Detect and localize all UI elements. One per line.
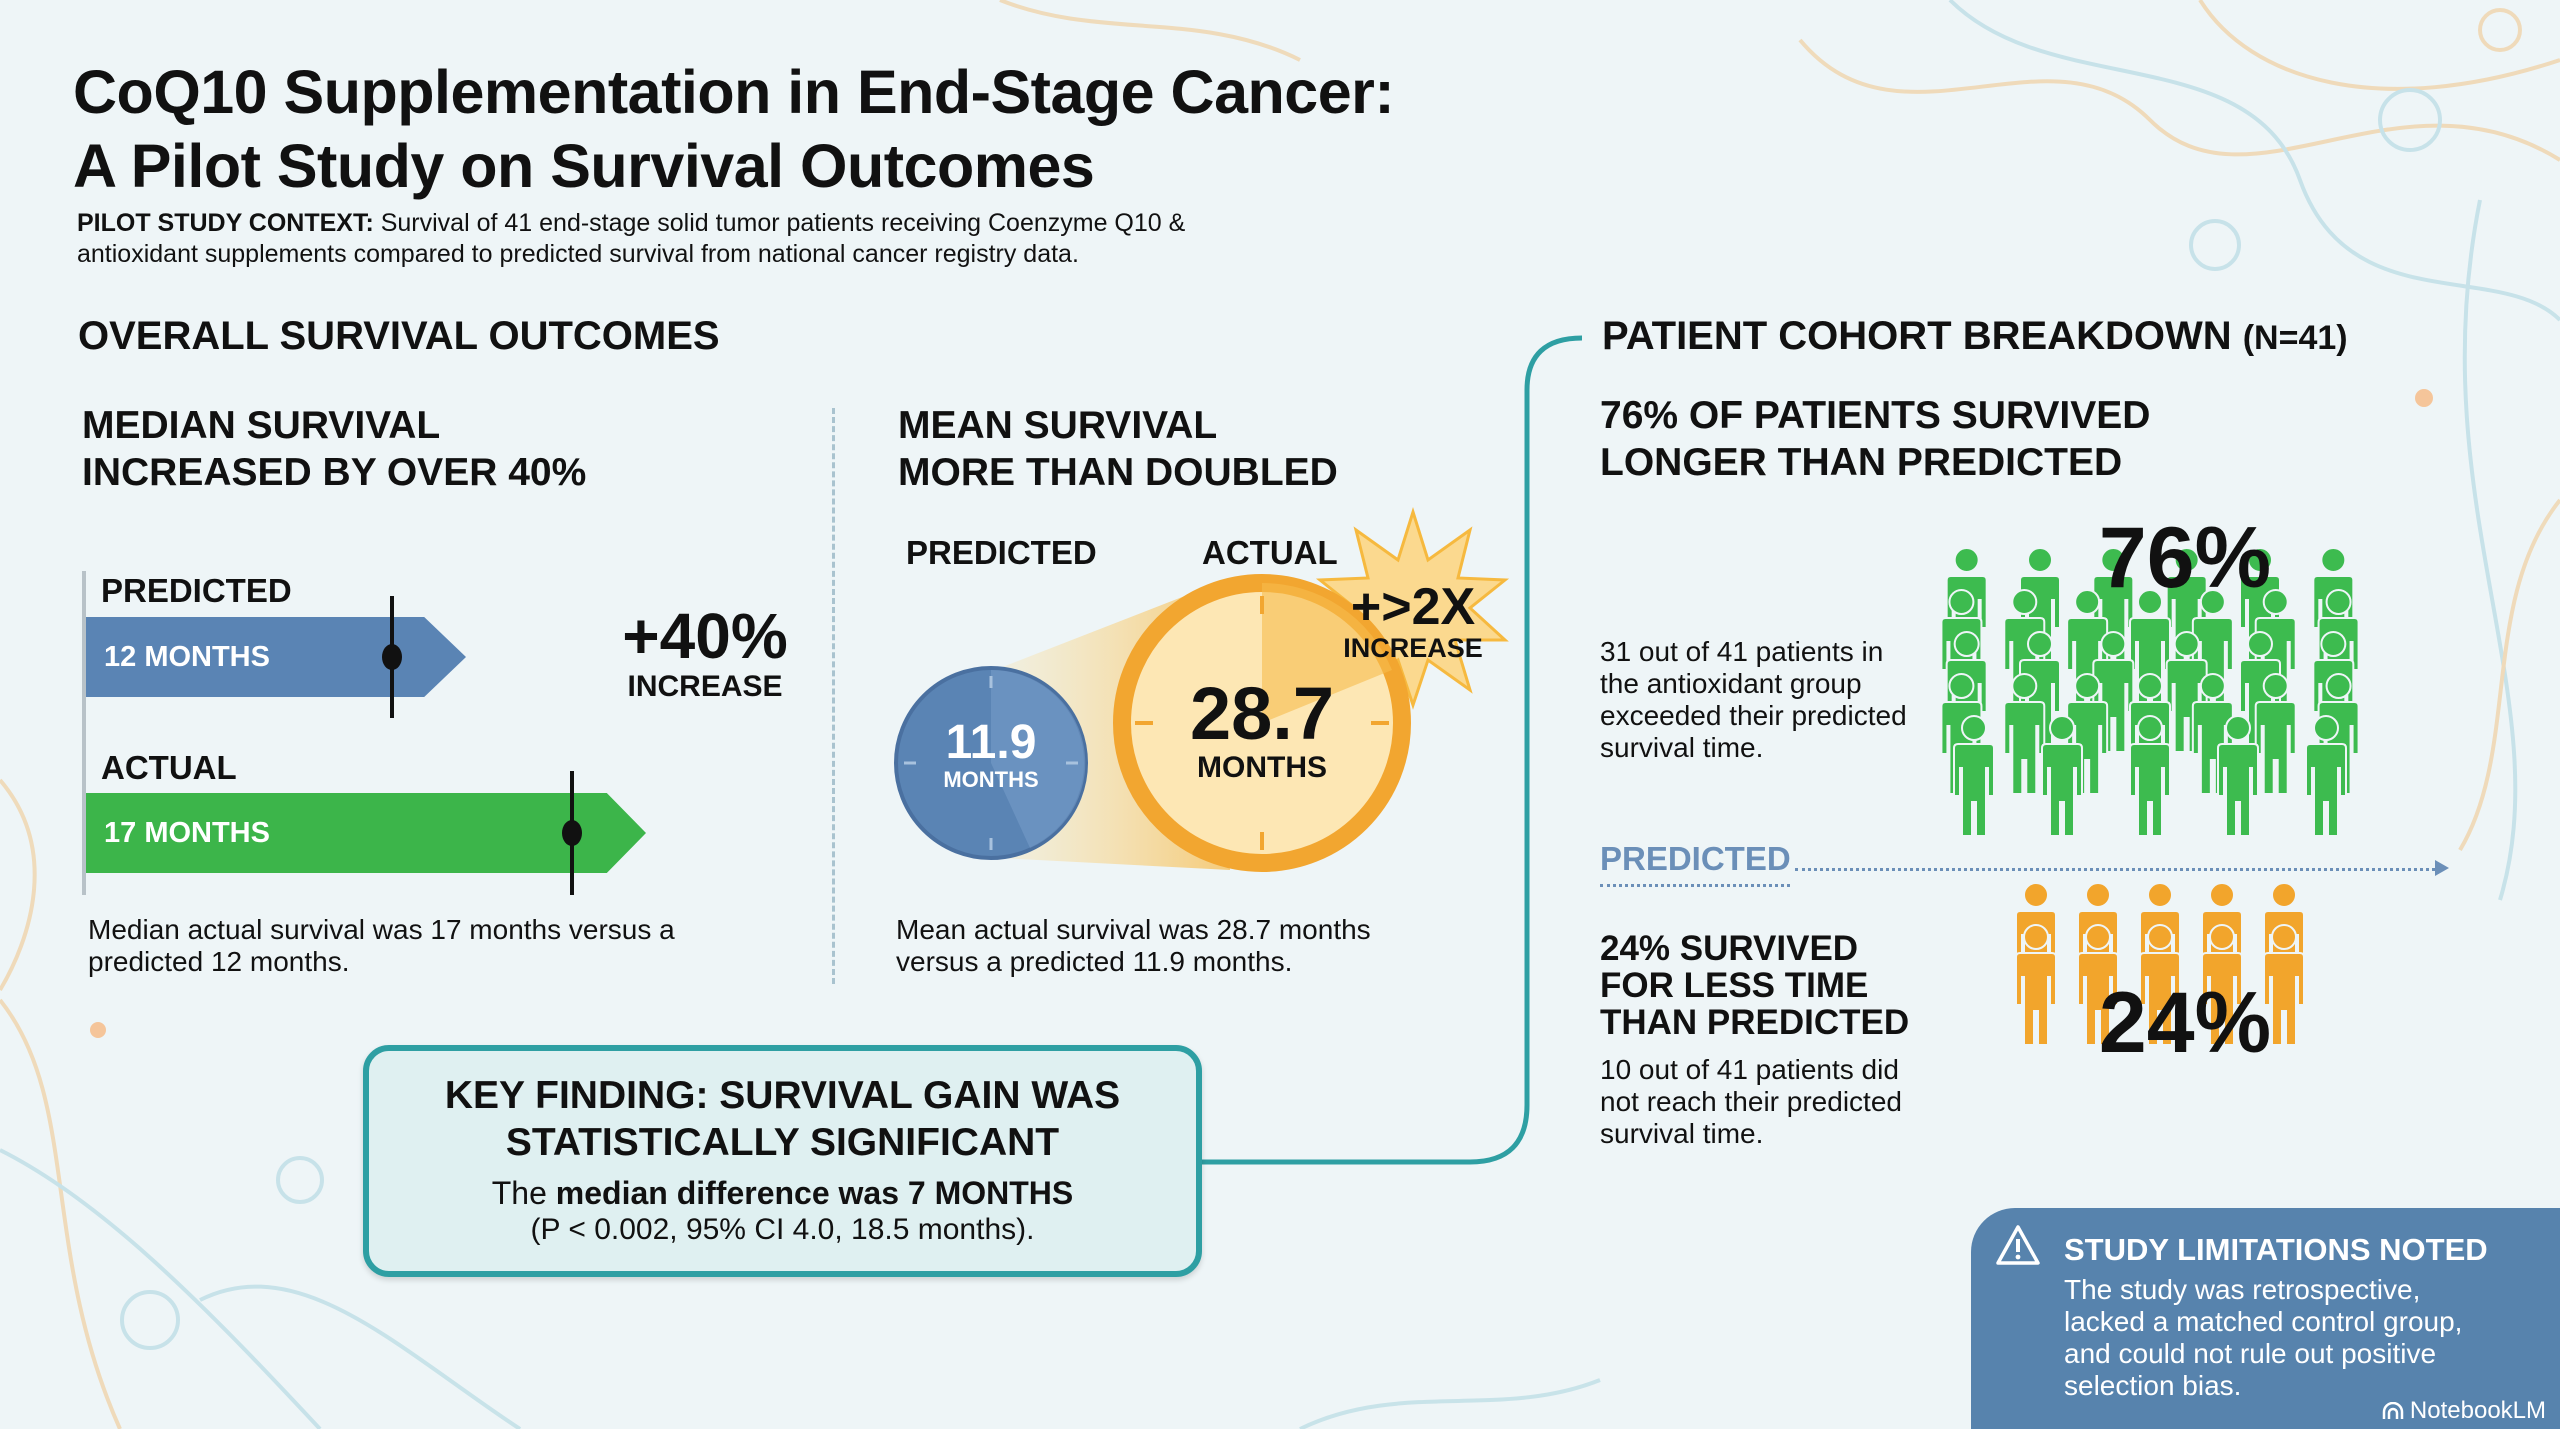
study-context: PILOT STUDY CONTEXT: Survival of 41 end-… xyxy=(77,208,1277,270)
median-caption: Median actual survival was 17 months ver… xyxy=(88,914,675,977)
above-people-group xyxy=(1940,547,2360,837)
mean-predicted-value: 11.9 xyxy=(945,716,1037,769)
mean-predicted-label: PREDICTED xyxy=(906,534,1097,571)
key-finding-text-bold: median difference was 7 MONTHS xyxy=(555,1175,1074,1211)
context-label: PILOT STUDY CONTEXT: xyxy=(77,209,374,237)
person-icon xyxy=(1953,715,1995,837)
key-finding-stats: (P < 0.002, 95% CI 4.0, 18.5 months). xyxy=(530,1213,1035,1246)
median-heading-line-1: MEDIAN SURVIVAL xyxy=(82,404,441,447)
cohort-heading-text: PATIENT COHORT BREAKDOWN xyxy=(1602,314,2232,358)
above-heading: 76% OF PATIENTS SURVIVED LONGER THAN PRE… xyxy=(1600,392,2150,486)
page-title: CoQ10 Supplementation in End-Stage Cance… xyxy=(73,55,1395,203)
predicted-divider-line xyxy=(1795,868,2435,871)
mean-actual-unit: MONTHS xyxy=(1197,751,1327,784)
person-icon xyxy=(2041,715,2083,837)
mean-caption: Mean actual survival was 28.7 months ver… xyxy=(896,914,1371,977)
notebooklm-logo-icon xyxy=(2382,1402,2404,1419)
increase-label: INCREASE xyxy=(627,670,783,703)
median-actual-label: ACTUAL xyxy=(101,749,237,786)
median-actual-bar: 17 MONTHS xyxy=(86,793,646,873)
above-heading-line-2: LONGER THAN PREDICTED xyxy=(1600,441,2123,484)
mean-heading-line-2: MORE THAN DOUBLED xyxy=(898,451,1338,494)
key-finding-heading-line-1: KEY FINDING: SURVIVAL GAIN WAS xyxy=(444,1074,1121,1117)
key-finding-text: The median difference was 7 MONTHS xyxy=(369,1174,1196,1212)
burst-label: +>2X INCREASE xyxy=(1330,580,1496,662)
person-icon xyxy=(2129,715,2171,837)
burst-increase-label: INCREASE xyxy=(1343,633,1483,663)
person-icon xyxy=(2015,924,2057,1046)
overall-heading: OVERALL SURVIVAL OUTCOMES xyxy=(78,314,720,358)
limitations-box: STUDY LIMITATIONS NOTED The study was re… xyxy=(1971,1208,2560,1429)
cohort-n-label: (N=41) xyxy=(2242,319,2348,357)
predicted-divider-label: PREDICTED xyxy=(1600,840,1791,877)
median-predicted-bar: 12 MONTHS xyxy=(86,617,466,697)
below-heading-line-1: 24% SURVIVED xyxy=(1600,929,1859,968)
below-percent: 24% xyxy=(2098,975,2272,1071)
notebooklm-label: NotebookLM xyxy=(2409,1397,2546,1424)
below-heading-line-3: THAN PREDICTED xyxy=(1600,1003,1910,1042)
below-heading-line-2: FOR LESS TIME xyxy=(1600,966,1869,1005)
key-finding-box: KEY FINDING: SURVIVAL GAIN WAS STATISTIC… xyxy=(363,1045,1202,1277)
predicted-clock-icon xyxy=(894,666,1088,860)
title-line-1: CoQ10 Supplementation in End-Stage Cance… xyxy=(73,58,1395,126)
actual-marker-dot xyxy=(562,820,582,846)
median-heading-line-2: INCREASED BY OVER 40% xyxy=(82,451,587,494)
person-icon xyxy=(2217,715,2259,837)
bar-axis xyxy=(82,571,86,895)
median-increase: +40% INCREASE xyxy=(600,602,810,704)
person-icon xyxy=(2254,673,2297,795)
above-heading-line-1: 76% OF PATIENTS SURVIVED xyxy=(1600,394,2151,437)
predicted-divider-underline xyxy=(1600,884,1790,887)
actual-clock-label: 28.7 MONTHS xyxy=(1150,676,1374,784)
predicted-clock-label: 11.9 MONTHS xyxy=(896,718,1086,792)
key-finding-text-pre: The xyxy=(491,1175,556,1211)
median-actual-value: 17 MONTHS xyxy=(104,816,270,849)
section-divider xyxy=(832,408,835,984)
key-finding-heading: KEY FINDING: SURVIVAL GAIN WAS STATISTIC… xyxy=(369,1072,1196,1166)
title-line-2: A Pilot Study on Survival Outcomes xyxy=(73,132,1095,200)
limitations-text: The study was retrospective, lacked a ma… xyxy=(2064,1274,2463,1401)
above-text: 31 out of 41 patients in the antioxidant… xyxy=(1600,636,1907,763)
median-predicted-value: 12 MONTHS xyxy=(104,640,270,673)
person-icon xyxy=(2201,924,2243,1046)
below-text: 10 out of 41 patients did not reach thei… xyxy=(1600,1054,1902,1149)
predicted-marker-dot xyxy=(382,644,402,670)
mean-predicted-unit: MONTHS xyxy=(943,767,1039,792)
context-text: Survival of 41 end-stage solid tumor pat… xyxy=(77,209,1186,268)
median-predicted-label: PREDICTED xyxy=(101,572,292,609)
person-icon xyxy=(2003,673,2046,795)
increase-value: +40% xyxy=(622,600,788,672)
above-percent: 76% xyxy=(2098,510,2272,606)
median-heading: MEDIAN SURVIVAL INCREASED BY OVER 40% xyxy=(82,402,586,496)
limitations-heading: STUDY LIMITATIONS NOTED xyxy=(2064,1232,2488,1267)
mean-actual-value: 28.7 xyxy=(1189,672,1335,755)
person-icon xyxy=(2077,924,2119,1046)
mean-heading: MEAN SURVIVAL MORE THAN DOUBLED xyxy=(898,402,1338,496)
person-icon xyxy=(2263,924,2305,1046)
below-people-group xyxy=(2015,882,2305,1046)
mean-heading-line-1: MEAN SURVIVAL xyxy=(898,404,1218,447)
below-heading: 24% SURVIVED FOR LESS TIME THAN PREDICTE… xyxy=(1600,930,1909,1041)
key-finding-heading-line-2: STATISTICALLY SIGNIFICANT xyxy=(505,1121,1060,1164)
person-icon xyxy=(2139,924,2181,1046)
burst-value: +>2X xyxy=(1350,578,1476,636)
person-icon xyxy=(2305,715,2347,837)
cohort-heading: PATIENT COHORT BREAKDOWN (N=41) xyxy=(1602,312,2348,362)
notebooklm-brand: NotebookLM xyxy=(2382,1397,2546,1425)
warning-icon xyxy=(1996,1225,2040,1265)
arrow-right-icon xyxy=(2435,860,2449,876)
